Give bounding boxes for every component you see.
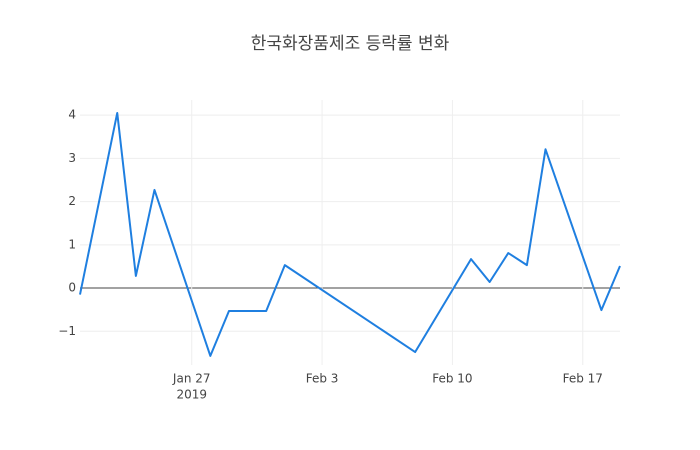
x-year-label: 2019	[176, 388, 207, 402]
y-tick-label: 0	[68, 281, 76, 295]
x-tick-label: Feb 3	[306, 372, 339, 386]
chart-title: 한국화장품제조 등락률 변화	[251, 34, 450, 54]
x-tick-label: Jan 27	[172, 372, 211, 386]
line-series	[79, 111, 621, 357]
y-tick-label: 2	[68, 194, 76, 208]
x-tick-label: Feb 17	[563, 372, 603, 386]
y-tick-label: 4	[68, 108, 76, 122]
y-tick-label: −1	[58, 324, 76, 338]
x-tick-label: Feb 10	[432, 372, 472, 386]
y-tick-label: 1	[68, 237, 76, 251]
y-tick-label: 3	[68, 151, 76, 165]
